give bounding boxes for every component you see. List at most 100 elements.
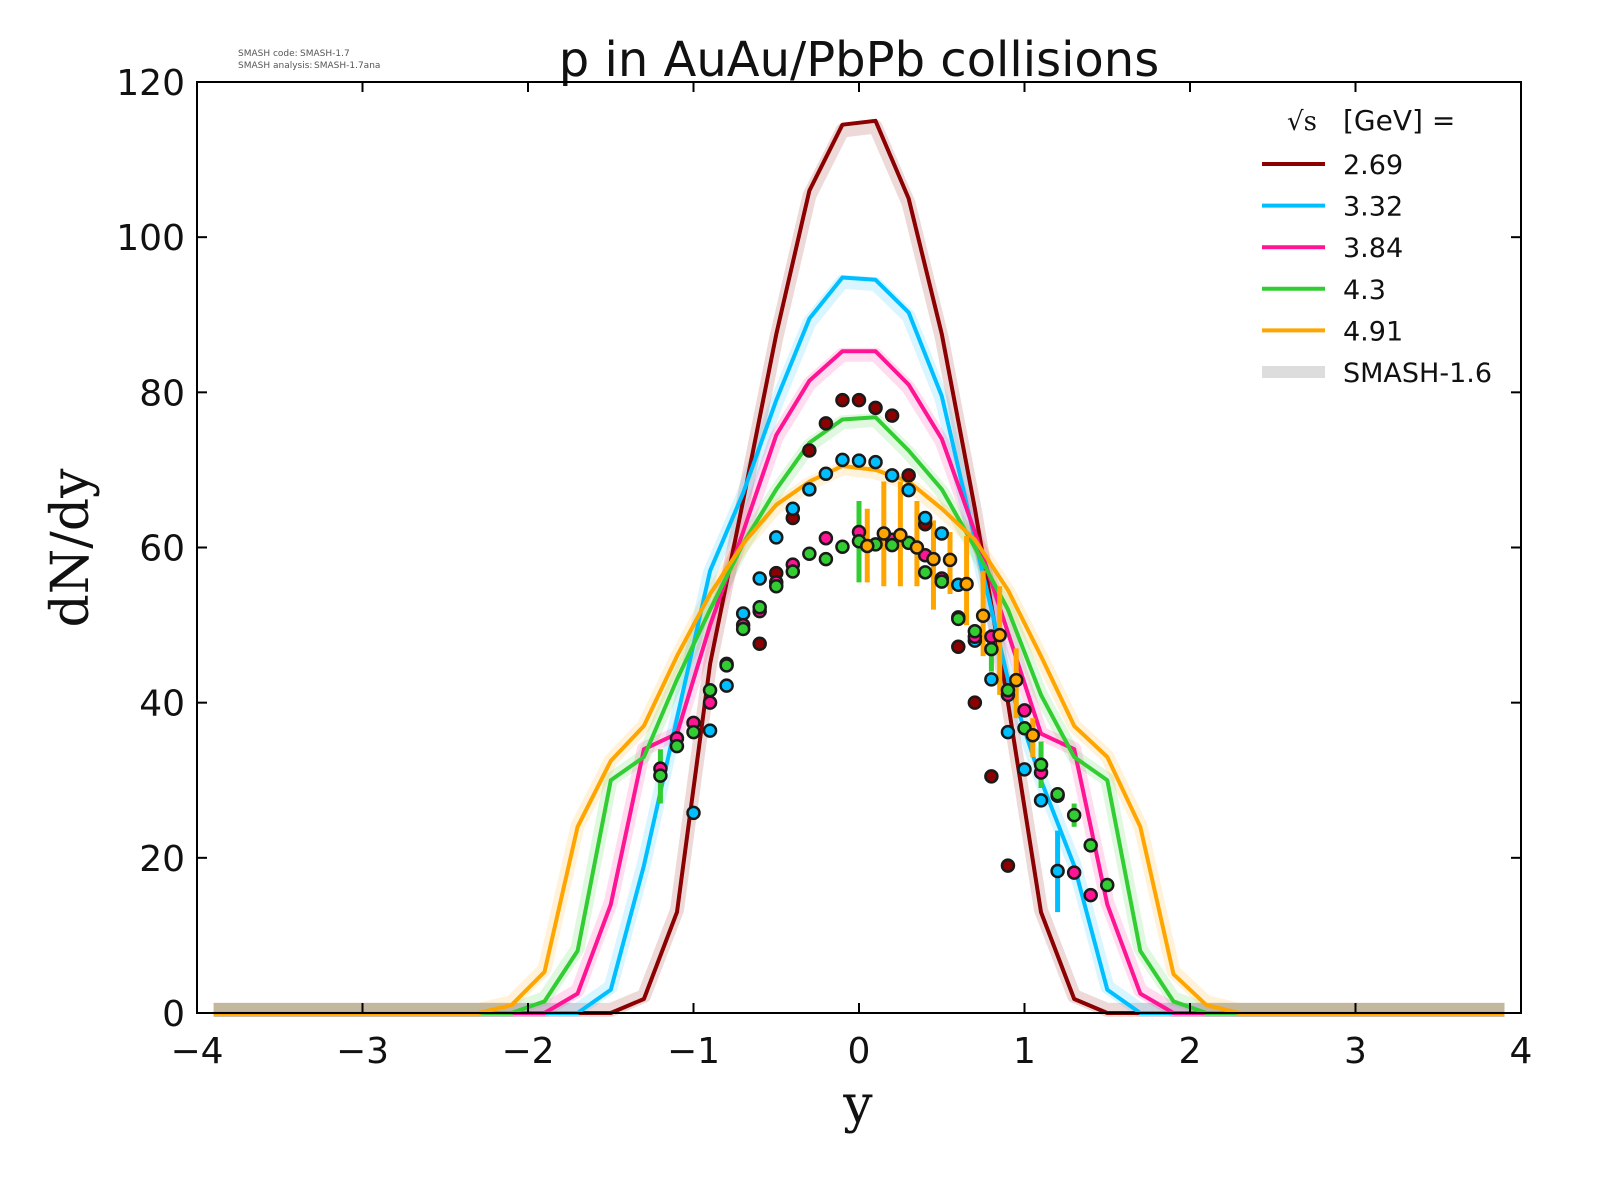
data-point-4.3 — [1083, 838, 1098, 853]
data-point-4.91 — [909, 540, 925, 555]
legend-label-4.91: 4.91 — [1343, 316, 1403, 347]
data-point-2.69 — [752, 636, 767, 651]
x-tick-label: −1 — [667, 1031, 720, 1072]
data-point-3.32 — [884, 468, 900, 483]
smash-1-6-band-3.32 — [213, 274, 1505, 1017]
data-point-4.3 — [1000, 683, 1016, 698]
data-points — [653, 392, 1115, 903]
data-point-3.32 — [769, 530, 784, 545]
data-point-3.32 — [1000, 724, 1016, 740]
data-point-4.3 — [702, 683, 718, 698]
x-axis-label: y — [842, 1075, 873, 1135]
data-point-3.32 — [835, 452, 850, 468]
y-tick-label: 60 — [139, 529, 185, 570]
data-point-3.32 — [735, 606, 751, 621]
data-point-2.69 — [1000, 858, 1016, 873]
y-tick-label: 40 — [139, 684, 185, 725]
data-point-4.3 — [802, 546, 817, 561]
data-point-4.3 — [769, 579, 784, 594]
legend-label-3.32: 3.32 — [1343, 192, 1403, 223]
data-point-3.32 — [1050, 863, 1065, 879]
data-point-3.32 — [818, 466, 834, 482]
smash-code-label: SMASH code: — [238, 49, 298, 59]
legend-label-3.84: 3.84 — [1343, 233, 1403, 264]
data-point-4.91 — [1025, 728, 1041, 743]
data-point-3.32 — [868, 454, 883, 470]
data-point-4.3 — [653, 768, 668, 783]
data-point-2.69 — [984, 769, 999, 784]
data-point-3.32 — [984, 672, 999, 687]
data-point-4.3 — [735, 621, 751, 637]
data-point-3.84 — [702, 695, 718, 710]
data-point-4.3 — [967, 624, 983, 639]
data-point-3.32 — [1017, 762, 1032, 777]
data-point-4.3 — [1050, 786, 1065, 802]
data-point-4.3 — [785, 564, 801, 579]
data-point-3.84 — [1066, 865, 1082, 880]
smash-analysis-value: SMASH-1.7ana — [314, 61, 380, 71]
legend-title: [GeV] = — [1343, 104, 1455, 137]
data-point-4.91 — [893, 527, 908, 543]
data-point-3.32 — [934, 526, 949, 541]
legend: √s [GeV] = 2.69 3.32 3.84 4.3 4.91 SMASH-1.6 — [1262, 104, 1492, 389]
smash-code-value: SMASH-1.7 — [300, 49, 350, 59]
series-line-4.91 — [213, 464, 1505, 1015]
data-point-4.3 — [984, 641, 999, 657]
data-point-3.84 — [1017, 703, 1032, 718]
data-point-3.32 — [686, 805, 701, 821]
data-point-2.69 — [851, 392, 867, 408]
data-point-3.84 — [818, 530, 834, 546]
legend-label-2.69: 2.69 — [1343, 150, 1403, 181]
data-point-4.3 — [669, 738, 685, 754]
x-tick-label: 2 — [1179, 1031, 1202, 1072]
data-point-4.3 — [1100, 877, 1115, 893]
data-point-4.3 — [719, 658, 734, 673]
data-point-2.69 — [901, 468, 916, 483]
data-point-4.3 — [835, 539, 850, 554]
series-line-2.69 — [213, 118, 1505, 1015]
y-tick-label: 120 — [116, 63, 185, 104]
data-point-3.84 — [1083, 887, 1098, 903]
data-point-4.91 — [926, 551, 941, 567]
data-point-2.69 — [967, 695, 983, 710]
data-point-4.91 — [992, 627, 1007, 643]
data-point-3.32 — [901, 482, 916, 498]
x-tick-label: 4 — [1510, 1031, 1533, 1072]
data-point-4.91 — [876, 526, 892, 541]
data-point-2.69 — [818, 416, 834, 431]
y-tick-label: 20 — [139, 839, 185, 880]
smash-1-6-band-3.84 — [213, 347, 1505, 1017]
legend-label-4.3: 4.3 — [1343, 275, 1386, 306]
data-point-4.91 — [975, 608, 991, 624]
data-point-4.3 — [686, 724, 701, 740]
data-point-3.32 — [917, 510, 933, 526]
data-point-2.69 — [868, 400, 883, 416]
data-point-2.69 — [951, 639, 966, 655]
x-tick-label: −2 — [501, 1031, 554, 1072]
series-line-4.3 — [213, 415, 1505, 1015]
data-point-4.91 — [1008, 672, 1024, 688]
data-point-4.91 — [860, 538, 875, 554]
data-point-3.32 — [702, 723, 718, 738]
y-axis-label: dN/dy — [41, 468, 101, 628]
data-point-4.91 — [959, 576, 974, 592]
data-point-3.32 — [802, 482, 817, 497]
x-tick-label: 0 — [848, 1031, 871, 1072]
series-line-3.32 — [213, 275, 1505, 1015]
series-line-3.84 — [213, 349, 1505, 1015]
data-point-4.3 — [917, 565, 933, 580]
data-point-4.91 — [942, 552, 958, 568]
x-tick-label: −4 — [170, 1031, 223, 1072]
data-point-2.69 — [835, 392, 850, 408]
series-lines — [213, 118, 1505, 1015]
data-point-4.3 — [884, 537, 900, 553]
x-tick-label: 3 — [1344, 1031, 1367, 1072]
data-point-4.3 — [752, 599, 767, 615]
data-point-3.32 — [719, 678, 734, 693]
x-tick-label: 1 — [1013, 1031, 1036, 1072]
data-point-4.3 — [934, 574, 949, 589]
data-point-4.3 — [951, 611, 966, 627]
data-point-4.3 — [818, 551, 834, 567]
